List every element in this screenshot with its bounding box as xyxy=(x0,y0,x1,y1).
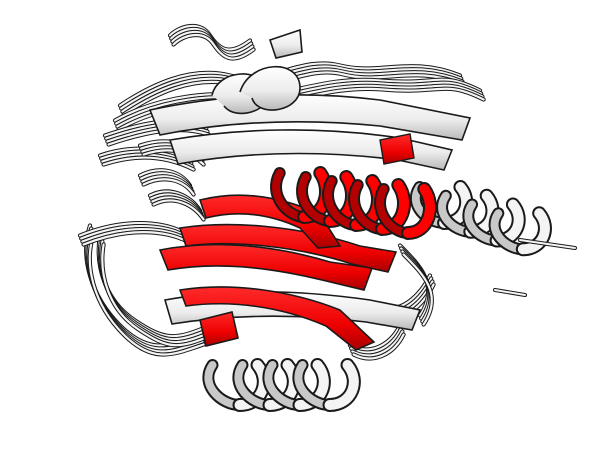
bottom-helix xyxy=(202,358,361,412)
red-strands xyxy=(158,133,415,351)
red-helix xyxy=(270,166,437,240)
top-helix xyxy=(211,28,303,115)
right-helix xyxy=(409,180,577,297)
